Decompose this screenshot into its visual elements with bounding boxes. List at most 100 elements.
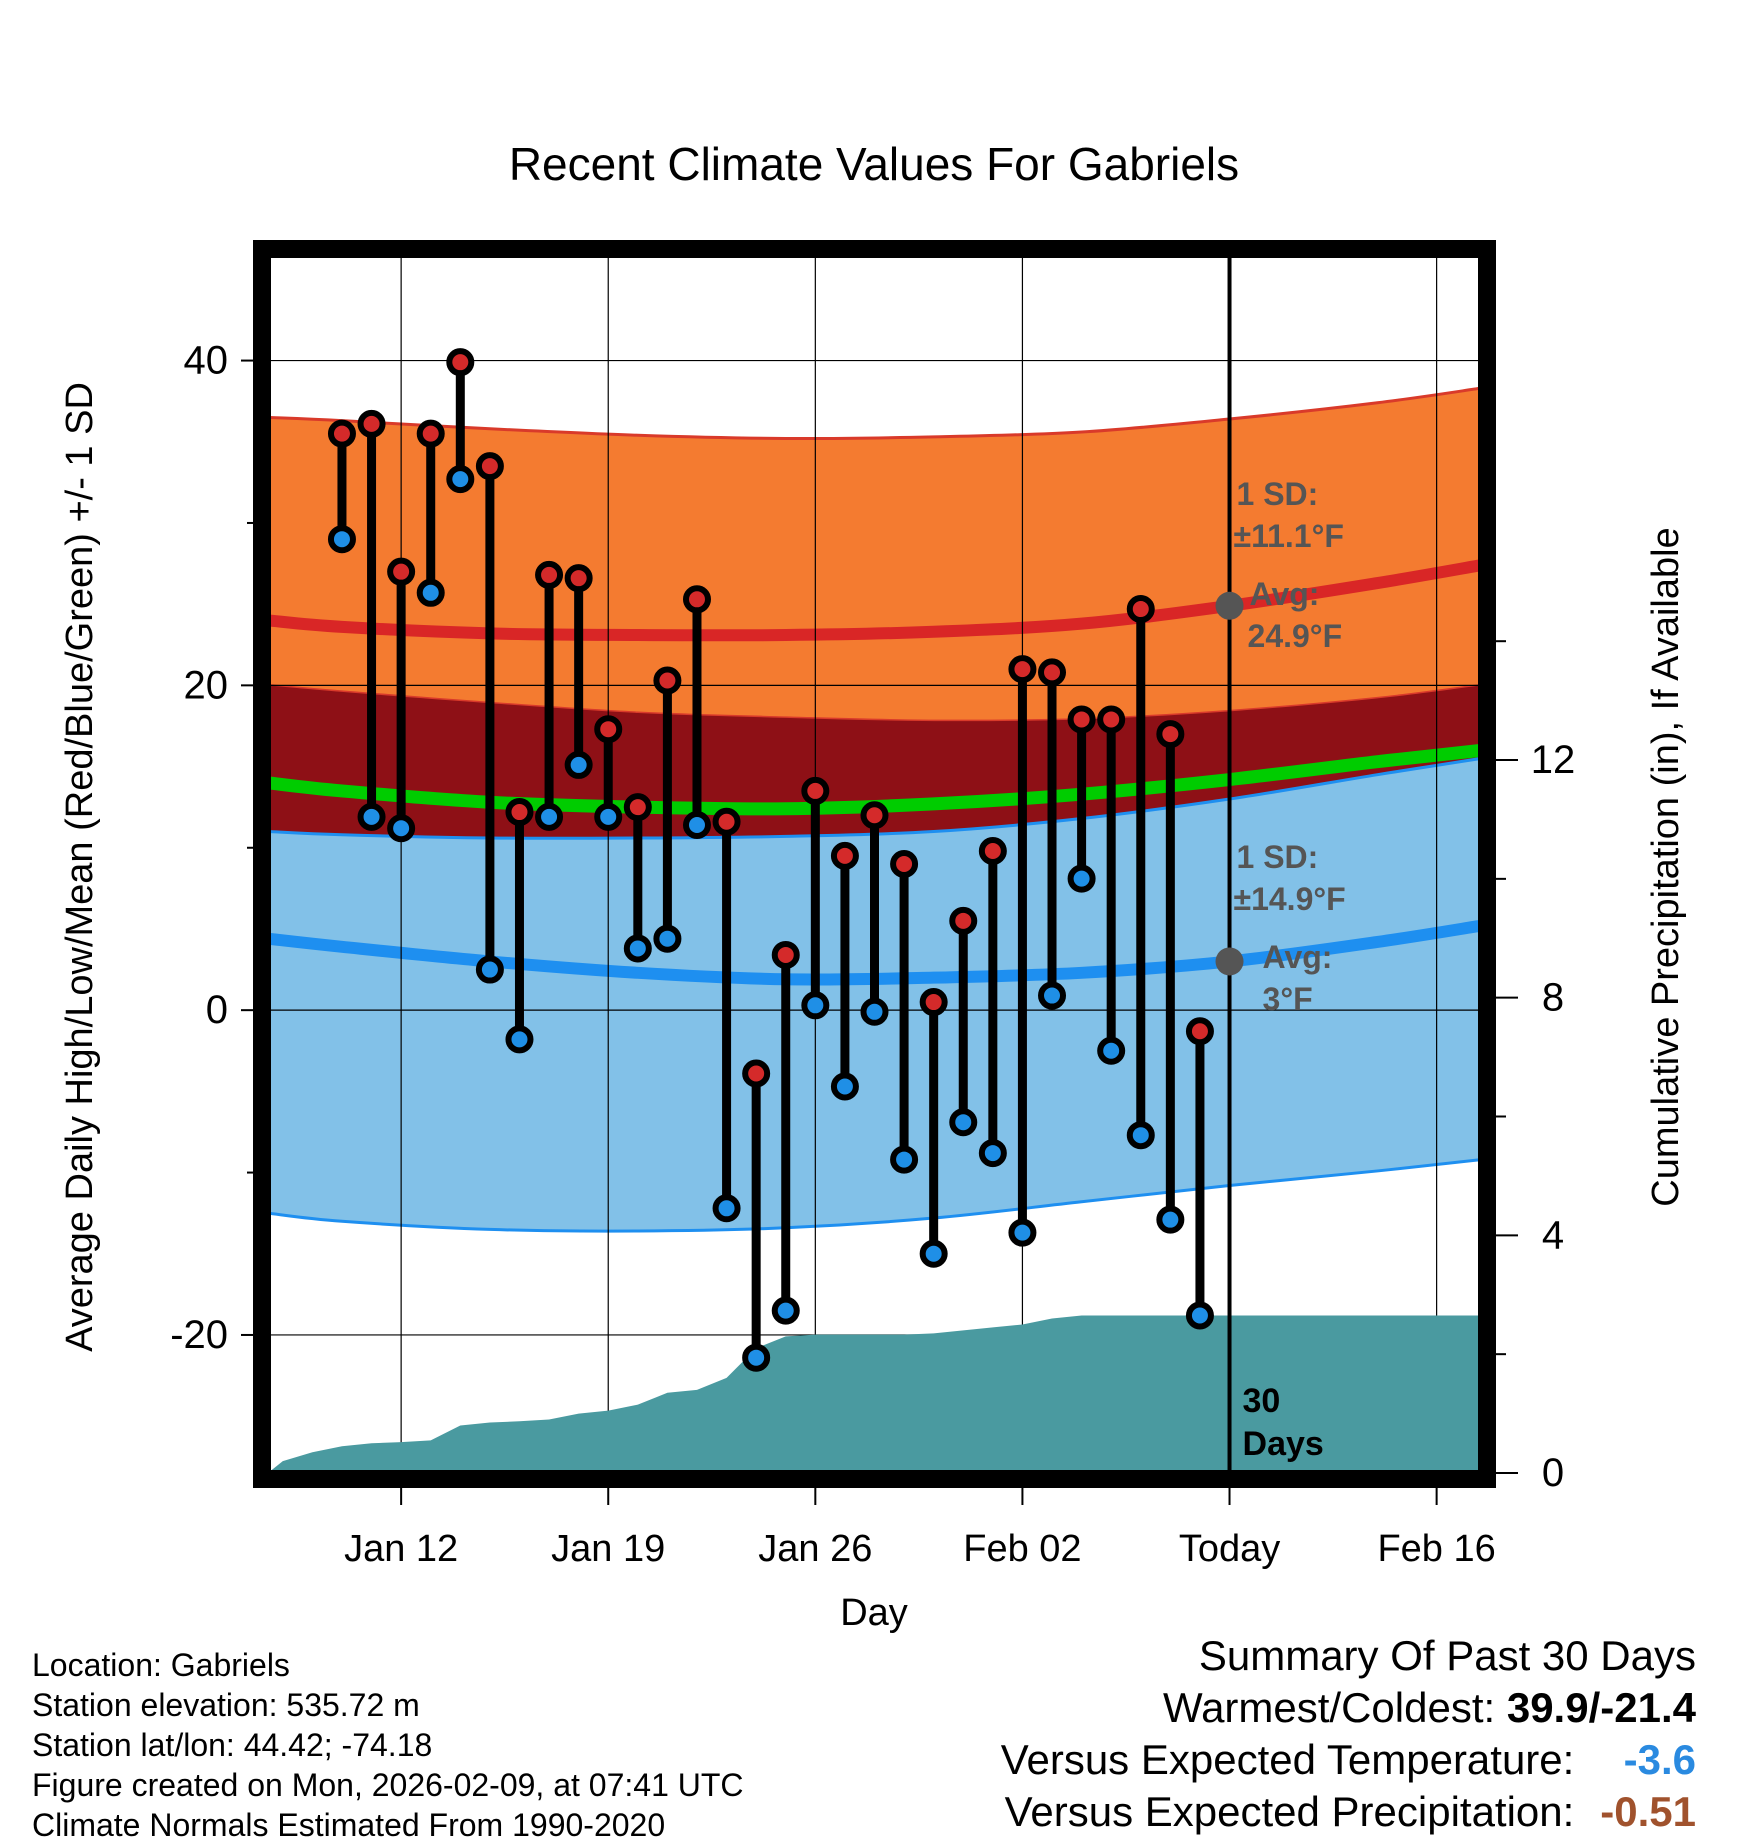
y-tick-label: 40 — [184, 339, 229, 383]
daily-high-point — [446, 348, 475, 377]
daily-low-point — [1097, 1036, 1126, 1065]
y2-axis-label: Cumulative Precipitation (in), If Availa… — [1645, 527, 1687, 1206]
y2-tick-label: 4 — [1542, 1213, 1564, 1257]
x-tick-label: Jan 12 — [344, 1528, 458, 1570]
daily-low-point — [771, 1296, 800, 1325]
daily-high-point — [387, 557, 416, 586]
precip-row: Versus Expected Precipitation: -0.51 — [1001, 1786, 1696, 1838]
daily-low-point — [1008, 1218, 1037, 1247]
daily-high-point — [1097, 705, 1126, 734]
x-tick-label: Feb 16 — [1377, 1528, 1495, 1570]
daily-high-point — [830, 841, 859, 870]
daily-low-point — [387, 814, 416, 843]
plot-layers: 1 SD: ±11.1°F Avg: 24.9°F 1 SD: ±14.9°F Avg: 3°… — [268, 255, 1481, 1473]
daily-high-point — [1038, 658, 1067, 687]
daily-low-point — [1067, 864, 1096, 893]
low-sd-label: 1 SD: — [1237, 839, 1319, 875]
y2-tick-label: 8 — [1542, 976, 1564, 1020]
daily-low-point — [327, 525, 356, 554]
days-count-label: 30 — [1243, 1382, 1281, 1420]
plot-content — [268, 255, 1481, 1473]
daily-high-point — [860, 801, 889, 830]
daily-low-point — [594, 802, 623, 831]
daily-high-point — [890, 850, 919, 878]
daily-high-point — [535, 560, 564, 589]
precip-label: Versus Expected Precipitation: — [1004, 1788, 1575, 1835]
precip-area — [268, 1315, 1481, 1473]
daily-low-point — [949, 1108, 978, 1137]
daily-high-point — [742, 1059, 771, 1088]
climate-chart: Recent Climate Values For Gabriels 1 SD:… — [59, 138, 1687, 1634]
low-sd-value: ±14.9°F — [1234, 881, 1346, 917]
high-sd-label: 1 SD: — [1237, 476, 1319, 512]
daily-low-point — [801, 991, 830, 1020]
high-sd-band — [268, 386, 1481, 723]
normals-text: Climate Normals Estimated From 1990-2020 — [32, 1807, 666, 1843]
y-tick-label: 0 — [206, 988, 228, 1032]
y2-tick-label: 12 — [1531, 738, 1576, 782]
daily-high-point — [771, 940, 800, 969]
warmest-label: Warmest/Coldest: — [1162, 1684, 1496, 1731]
daily-low-point — [505, 1025, 534, 1054]
daily-high-point — [1185, 1017, 1214, 1046]
high-normal-line — [268, 559, 1481, 642]
daily-low-point — [535, 802, 564, 831]
daily-low-point — [919, 1239, 948, 1268]
high-sd-value: ±11.1°F — [1234, 518, 1344, 554]
daily-high-point — [682, 585, 711, 614]
created-text: Figure created on Mon, 2026-02-09, at 07… — [32, 1767, 744, 1803]
daily-low-point — [1156, 1205, 1185, 1234]
daily-high-point — [919, 988, 948, 1017]
high-avg-label: Avg: — [1250, 576, 1320, 612]
daily-low-point — [1038, 981, 1067, 1010]
daily-high-point — [1008, 655, 1037, 684]
daily-low-point — [564, 750, 593, 779]
daily-low-point — [623, 934, 652, 963]
low-avg-marker — [1215, 947, 1244, 976]
daily-low-point — [357, 802, 386, 831]
daily-high-point — [1156, 720, 1185, 749]
daily-low-point — [712, 1194, 741, 1223]
daily-low-point — [682, 811, 711, 840]
plot-frame — [253, 240, 1496, 1488]
station-info: Location: Gabriels Station elevation: 53… — [32, 1645, 744, 1845]
daily-low-point — [860, 997, 889, 1026]
elevation-text: Station elevation: 535.72 m — [32, 1687, 420, 1723]
daily-high-point — [1126, 595, 1155, 624]
daily-high-point — [801, 776, 830, 805]
axes-layer: Jan 12 Jan 19 Jan 26 Feb 02 Today Feb 16 -20 0 2… — [170, 240, 1576, 1570]
low-avg-value: 3°F — [1263, 981, 1313, 1017]
daily-low-point — [978, 1139, 1007, 1168]
daily-high-point — [327, 419, 356, 448]
x-tick-label: Today — [1179, 1528, 1280, 1570]
chart-title: Recent Climate Values For Gabriels — [509, 138, 1239, 190]
x-axis-label: Day — [840, 1592, 908, 1634]
daily-high-point — [623, 793, 652, 822]
high-avg-value: 24.9°F — [1248, 618, 1343, 654]
daily-low-point — [742, 1343, 771, 1372]
location-text: Location: Gabriels — [32, 1647, 290, 1683]
x-tick-label: Jan 26 — [758, 1528, 872, 1570]
daily-high-point — [564, 564, 593, 593]
daily-high-point — [1067, 705, 1096, 734]
x-tick-label: Feb 02 — [963, 1528, 1081, 1570]
daily-low-point — [653, 924, 682, 953]
summary-panel: Summary Of Past 30 Days Warmest/Coldest:… — [1001, 1630, 1696, 1838]
daily-high-point — [594, 715, 623, 744]
temp-row: Versus Expected Temperature: -3.6 — [1001, 1734, 1696, 1786]
daily-low-point — [416, 578, 445, 607]
daily-low-point — [446, 465, 475, 494]
daily-low-point — [475, 955, 504, 984]
temp-value: -3.6 — [1623, 1736, 1696, 1783]
y2-tick-label: 0 — [1542, 1451, 1564, 1495]
daily-high-point — [712, 807, 741, 836]
warmest-value: 39.9/-21.4 — [1506, 1684, 1696, 1731]
daily-high-point — [978, 837, 1007, 866]
precip-value: -0.51 — [1600, 1788, 1696, 1835]
latlon-text: Station lat/lon: 44.42; -74.18 — [32, 1727, 433, 1763]
y-tick-label: -20 — [170, 1313, 228, 1357]
daily-low-point — [1185, 1301, 1214, 1330]
daily-high-point — [505, 798, 534, 827]
warmest-row: Warmest/Coldest: 39.9/-21.4 — [1001, 1682, 1696, 1734]
daily-low-point — [1126, 1121, 1155, 1150]
